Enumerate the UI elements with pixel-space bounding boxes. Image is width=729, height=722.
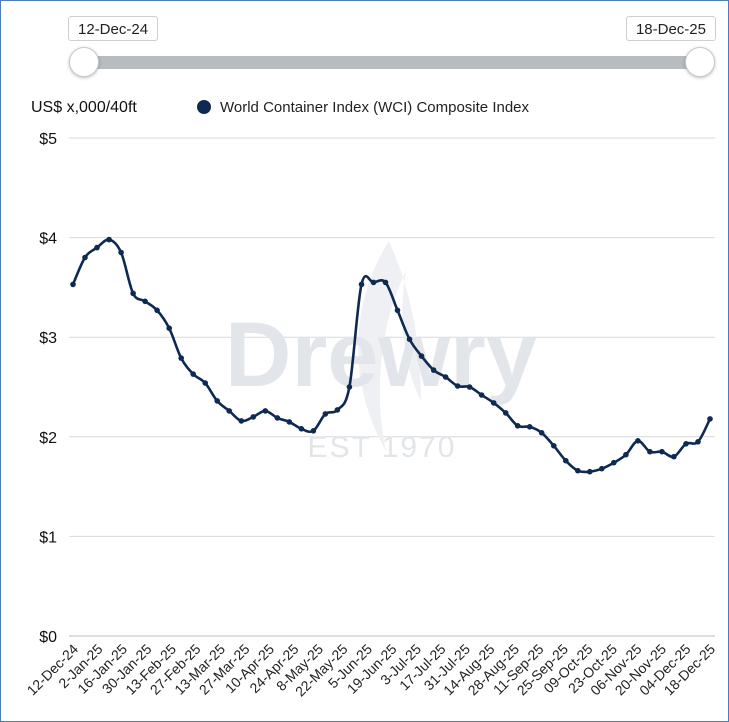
data-point[interactable]	[202, 380, 208, 386]
data-point[interactable]	[346, 384, 353, 390]
data-point[interactable]	[310, 428, 317, 434]
data-point[interactable]	[514, 423, 521, 429]
drewry-watermark: Drewry EST 1970	[225, 241, 537, 464]
grid-lines	[69, 137, 715, 637]
y-tick-label: $3	[39, 330, 57, 347]
data-point[interactable]	[671, 453, 677, 460]
data-point[interactable]	[587, 468, 593, 475]
data-point[interactable]	[286, 419, 293, 425]
data-point[interactable]	[226, 408, 232, 414]
data-point[interactable]	[154, 307, 160, 314]
data-point[interactable]	[322, 411, 329, 417]
data-point[interactable]	[466, 384, 473, 390]
data-point[interactable]	[454, 383, 461, 389]
data-point[interactable]	[502, 410, 509, 416]
data-point[interactable]	[130, 290, 136, 297]
data-point[interactable]	[382, 279, 389, 286]
data-point[interactable]	[94, 244, 100, 251]
data-point[interactable]	[695, 439, 701, 445]
data-point[interactable]	[526, 424, 533, 430]
data-point[interactable]	[623, 451, 629, 458]
data-point[interactable]	[635, 438, 641, 444]
data-point[interactable]	[166, 325, 172, 332]
watermark-brand: Drewry	[225, 304, 537, 406]
data-point[interactable]	[118, 249, 124, 256]
data-point[interactable]	[478, 392, 485, 398]
data-point[interactable]	[430, 367, 437, 373]
range-slider-track[interactable]	[83, 56, 700, 69]
data-point[interactable]	[538, 430, 545, 436]
data-point[interactable]	[442, 374, 449, 380]
data-point[interactable]	[370, 279, 377, 286]
data-point[interactable]	[611, 459, 617, 466]
data-point[interactable]	[358, 281, 365, 288]
data-point[interactable]	[214, 398, 220, 404]
data-point[interactable]	[262, 408, 269, 414]
data-point[interactable]	[142, 298, 148, 305]
data-point[interactable]	[250, 414, 257, 420]
y-tick-label: $2	[39, 430, 57, 447]
range-start-label: 12-Dec-24	[68, 16, 159, 41]
data-point[interactable]	[298, 426, 305, 432]
data-point[interactable]	[394, 307, 401, 314]
data-point[interactable]	[418, 353, 425, 359]
data-points	[70, 236, 713, 475]
data-point[interactable]	[599, 465, 605, 472]
data-point[interactable]	[274, 415, 281, 421]
data-point[interactable]	[659, 448, 665, 455]
range-end-label: 18-Dec-25	[625, 16, 716, 41]
data-point[interactable]	[82, 254, 88, 261]
data-point[interactable]	[334, 407, 341, 413]
data-point[interactable]	[106, 236, 112, 243]
data-point[interactable]	[238, 418, 245, 424]
flame-icon	[358, 241, 421, 451]
range-slider-end-handle[interactable]	[685, 47, 715, 77]
data-point[interactable]	[190, 371, 196, 377]
data-point[interactable]	[70, 281, 76, 288]
legend-label: World Container Index (WCI) Composite In…	[220, 99, 530, 116]
data-point[interactable]	[563, 457, 569, 464]
data-point[interactable]	[575, 467, 581, 474]
y-tick-label: $1	[39, 529, 57, 546]
x-axis-ticks: 12-Dec-242-Jan-2516-Jan-2530-Jan-2513-Fe…	[24, 641, 719, 700]
data-point[interactable]	[707, 416, 713, 422]
data-point[interactable]	[683, 441, 689, 447]
legend-marker	[197, 100, 211, 114]
y-tick-label: $5	[39, 131, 57, 148]
range-slider-start-handle[interactable]	[69, 47, 99, 77]
data-point[interactable]	[490, 400, 497, 406]
data-point[interactable]	[406, 336, 413, 343]
data-point[interactable]	[647, 448, 653, 455]
watermark-tagline: EST 1970	[308, 431, 457, 464]
y-axis-label: US$ x,000/40ft	[31, 99, 137, 116]
data-point[interactable]	[178, 355, 184, 361]
y-tick-label: $0	[39, 629, 57, 646]
y-tick-label: $4	[39, 231, 57, 248]
y-axis-ticks: $0 $1 $2 $3 $4 $5	[39, 131, 57, 646]
data-point[interactable]	[551, 443, 557, 449]
